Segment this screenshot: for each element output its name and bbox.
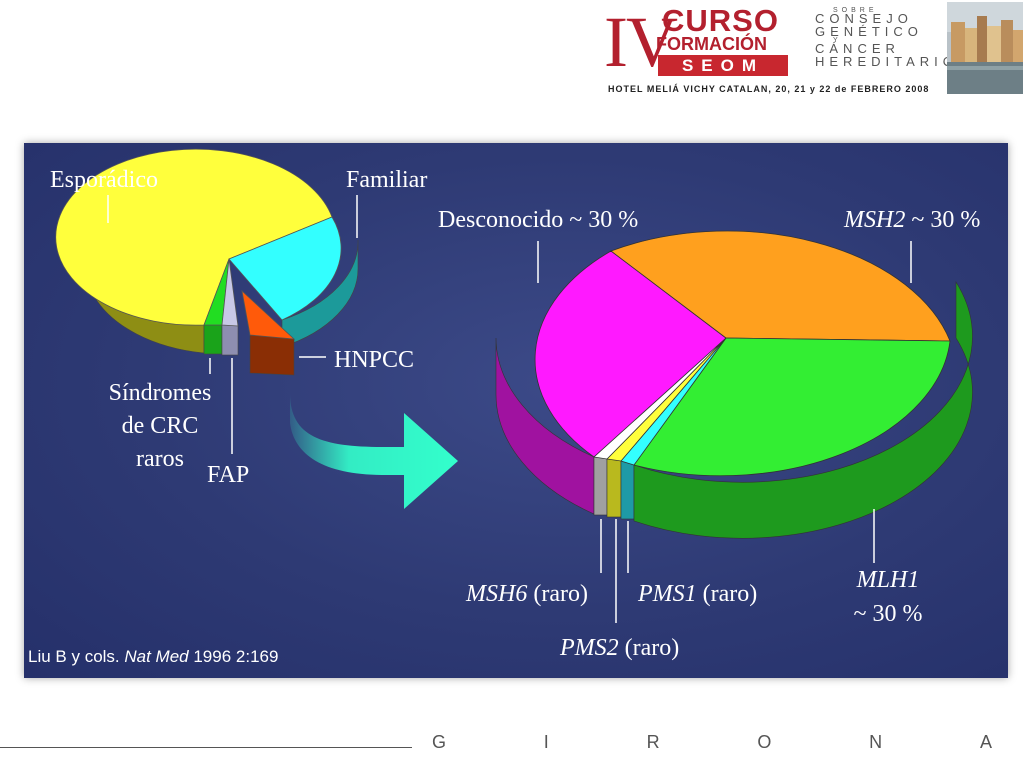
big-pie-labels: Desconocido ~ 30 % MSH2 ~ 30 % MLH1 ~ 30…	[438, 207, 980, 661]
big-pie-leaders	[537, 241, 912, 623]
slice-hnpcc-side	[249, 334, 295, 376]
label-sindromes-line: de CRC	[122, 413, 199, 439]
citation-ref: 1996 2:169	[188, 647, 279, 666]
slice-msh6	[593, 337, 727, 460]
label-sindromes-line: raros	[136, 446, 184, 472]
topic-line: SOBRE	[833, 7, 878, 14]
course-word: CURSO	[662, 3, 779, 38]
course-topic: SOBRE CONSEJO GENÉTICO Y CÁNCER HEREDITA…	[815, 7, 958, 69]
small-pie-labels: Esporádico Familiar HNPCC Síndromes de C…	[50, 167, 427, 488]
label-msh2: MSH2 ~ 30 %	[843, 207, 980, 233]
slice-hnpcc	[241, 289, 296, 340]
topic-line: Y	[833, 37, 842, 44]
slice-familiar	[228, 216, 342, 321]
label-pms1: PMS1 (raro)	[637, 581, 757, 607]
footer-letter: A	[979, 732, 992, 752]
label-msh6: MSH6 (raro)	[465, 581, 588, 607]
slice-fap	[221, 258, 239, 327]
footer-letter: O	[757, 732, 772, 752]
topic-line: GENÉTICO	[815, 23, 923, 39]
pie-small	[55, 148, 359, 376]
seom-badge: SEOM	[658, 55, 788, 76]
pie-charts: Esporádico Familiar HNPCC Síndromes de C…	[50, 148, 980, 661]
citation: Liu B y cols. Nat Med 1996 2:169	[28, 647, 278, 667]
topic-line: CONSEJO	[815, 11, 913, 26]
slice-desconocido	[534, 250, 727, 458]
footer-line	[0, 747, 412, 748]
label-pms2: PMS2 (raro)	[559, 635, 679, 661]
topic-line: HEREDITARIO	[815, 53, 958, 69]
label-desconocido: Desconocido ~ 30 %	[438, 207, 638, 233]
slice-familiar-side	[281, 239, 359, 348]
label-sindromes-line: Síndromes	[109, 380, 212, 406]
footer-letter: N	[869, 732, 883, 752]
label-hnpcc: HNPCC	[334, 347, 414, 373]
venue-text: HOTEL MELIÁ VICHY CATALAN, 20, 21 y 22 d…	[608, 84, 930, 94]
slice-pms1-side	[620, 460, 635, 520]
slice-fap-side	[221, 324, 239, 356]
course-subtitle: FORMACIÓN	[656, 34, 767, 54]
girona-photo	[947, 2, 1023, 94]
slice-mlh1-side	[633, 280, 973, 539]
arrow-graphic	[290, 393, 458, 509]
citation-journal: Nat Med	[124, 647, 189, 666]
label-mlh1-pct: ~ 30 %	[854, 601, 923, 627]
topic-line: CÁNCER	[815, 41, 900, 56]
label-familiar: Familiar	[346, 167, 427, 193]
slide-panel: Esporádico Familiar HNPCC Síndromes de C…	[24, 143, 1008, 678]
slice-msh2	[610, 230, 951, 342]
small-pie-leaders	[107, 195, 358, 454]
slice-sindromes-side	[203, 324, 223, 355]
label-esporadico: Esporádico	[50, 167, 158, 193]
pie-big	[495, 230, 973, 539]
footer-letter: G	[432, 732, 447, 752]
slice-mlh1	[633, 337, 951, 477]
footer-city: G I R O N A	[432, 732, 992, 753]
citation-authors: Liu B y cols.	[28, 647, 125, 666]
label-fap: FAP	[207, 462, 249, 488]
slice-msh6-side	[593, 456, 608, 516]
label-mlh1-gene: MLH1	[856, 567, 920, 593]
slice-pms2-side	[606, 458, 622, 518]
slice-esporadico	[55, 148, 333, 326]
footer-letter: R	[646, 732, 660, 752]
footer-letter: I	[543, 732, 549, 752]
